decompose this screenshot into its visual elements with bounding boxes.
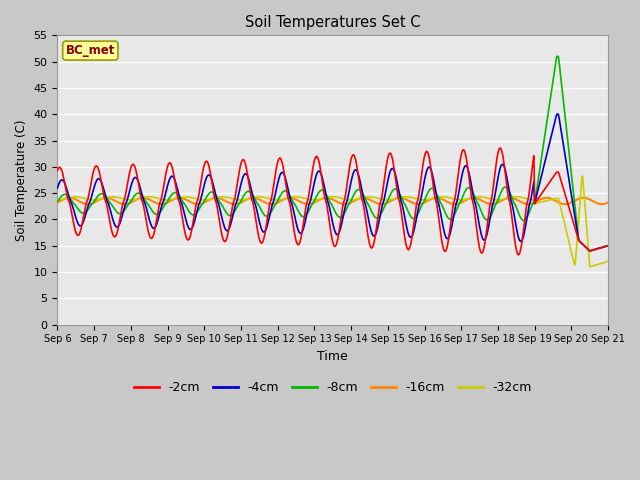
Title: Soil Temperatures Set C: Soil Temperatures Set C	[245, 15, 420, 30]
Text: BC_met: BC_met	[66, 44, 115, 57]
Legend: -2cm, -4cm, -8cm, -16cm, -32cm: -2cm, -4cm, -8cm, -16cm, -32cm	[129, 376, 537, 399]
Y-axis label: Soil Temperature (C): Soil Temperature (C)	[15, 119, 28, 240]
X-axis label: Time: Time	[317, 350, 348, 363]
